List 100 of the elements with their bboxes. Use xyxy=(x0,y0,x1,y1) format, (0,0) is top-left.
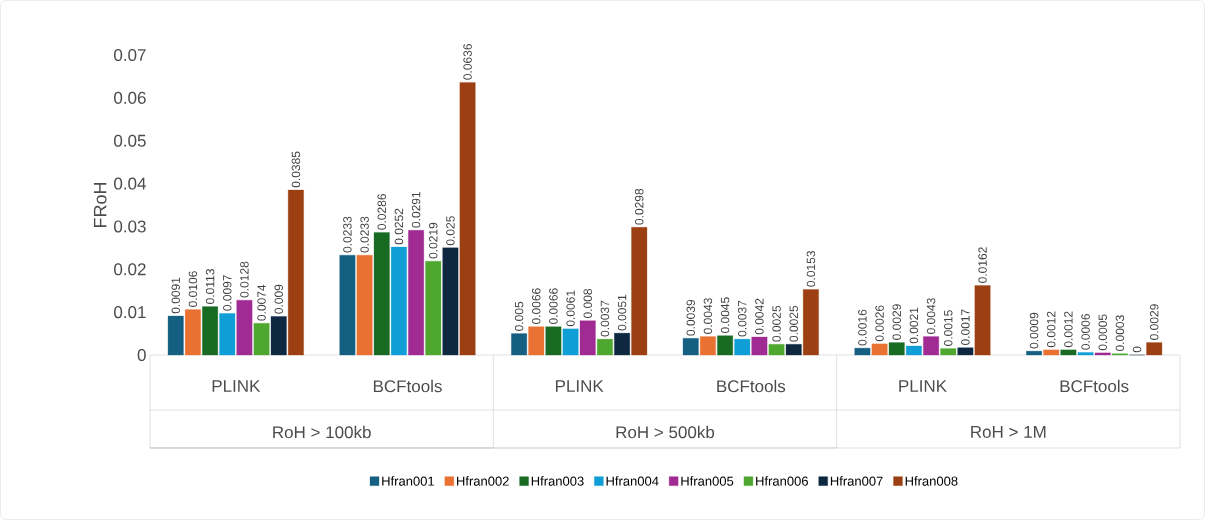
bar xyxy=(511,333,527,356)
bar xyxy=(253,323,270,356)
bar xyxy=(957,347,974,356)
bar xyxy=(579,320,596,356)
bar xyxy=(751,336,768,356)
legend-label: Hfran008 xyxy=(905,476,958,486)
data-label: 0.0029 xyxy=(1149,304,1159,340)
bar xyxy=(373,232,390,356)
data-label: 0.0029 xyxy=(892,304,901,340)
bar xyxy=(1060,349,1077,356)
data-label: 0.0043 xyxy=(926,298,936,334)
bar xyxy=(442,247,459,356)
bar xyxy=(1077,352,1094,356)
y-tick-label: 0.02 xyxy=(114,263,146,276)
text: RoH > 100kb xyxy=(273,425,371,439)
data-label: 0.0037 xyxy=(737,300,747,337)
bar xyxy=(185,309,201,356)
bar xyxy=(270,316,287,356)
bar xyxy=(1026,350,1042,356)
data-label: 0.0037 xyxy=(600,300,610,337)
bar xyxy=(974,285,991,356)
x-tick-label: BCFtools xyxy=(1060,379,1129,393)
legend-label: Hfran006 xyxy=(756,476,808,486)
data-label: 0.0016 xyxy=(858,309,867,346)
legend-label: Hfran001 xyxy=(382,476,435,486)
text: RoH > 1M xyxy=(971,426,1046,438)
legend-label: Hfran002 xyxy=(457,476,509,486)
bar xyxy=(391,246,407,356)
data-label: 0.0066 xyxy=(532,288,541,325)
bar xyxy=(528,326,545,356)
data-label: 0.0051 xyxy=(617,294,627,331)
data-label: 0.0091 xyxy=(171,277,180,314)
data-label: 0.0025 xyxy=(789,305,798,342)
data-label: 0.0039 xyxy=(686,299,695,336)
legend-label: Hfran003 xyxy=(531,476,584,486)
data-label: 0.0385 xyxy=(291,151,301,188)
data-label: 0.0074 xyxy=(257,284,266,321)
y-axis-title: FRoH xyxy=(93,182,107,228)
data-label: 0.008 xyxy=(583,289,592,319)
data-label: 0.0233 xyxy=(343,216,352,253)
bar xyxy=(562,328,579,356)
data-label: 0.0043 xyxy=(703,298,713,334)
bar xyxy=(906,345,922,356)
data-label: 0.0061 xyxy=(566,290,575,327)
data-label: 0.0252 xyxy=(394,208,404,245)
data-label: 0.0003 xyxy=(1115,315,1125,352)
legend-label: Hfran007 xyxy=(830,476,883,486)
bar xyxy=(923,336,939,356)
x-tick-label: BCFtools xyxy=(373,379,442,393)
y-tick-label: 0.05 xyxy=(114,134,146,147)
bar xyxy=(459,82,476,356)
bar xyxy=(631,227,648,356)
bar xyxy=(682,338,699,356)
bar xyxy=(734,338,751,356)
bar xyxy=(700,336,716,356)
data-label: 0.0005 xyxy=(1098,314,1107,351)
bar xyxy=(1094,352,1111,356)
bar xyxy=(356,255,373,356)
bar xyxy=(940,348,957,356)
bar xyxy=(1043,349,1060,356)
bar xyxy=(202,306,218,356)
data-label: 0.0153 xyxy=(806,251,816,287)
y-tick-label: 0 xyxy=(137,348,146,362)
bar xyxy=(425,261,442,356)
data-label: 0.0025 xyxy=(772,305,781,342)
x-tick-label: PLINK xyxy=(212,380,261,392)
y-tick-label: 0.03 xyxy=(114,220,146,233)
bar xyxy=(339,255,356,356)
data-label: 0.0291 xyxy=(411,191,421,228)
data-label: 0.025 xyxy=(446,216,455,246)
x-tick-label: PLINK xyxy=(899,380,947,392)
data-label: 0.0219 xyxy=(429,222,438,259)
data-label: 0.0012 xyxy=(1064,311,1073,348)
text: RoH > 500kb xyxy=(616,425,715,439)
bar xyxy=(717,335,733,356)
bar xyxy=(597,338,613,356)
x-tick-label: BCFtools xyxy=(717,379,786,393)
y-tick-label: 0.06 xyxy=(114,91,146,104)
data-label: 0.005 xyxy=(514,301,524,331)
bar xyxy=(803,289,819,356)
legend-label: Hfran005 xyxy=(681,476,734,486)
data-label: 0.0106 xyxy=(188,271,198,307)
data-label: 0 xyxy=(1132,346,1142,353)
data-label: 0.0128 xyxy=(240,261,249,298)
data-label: 0.0009 xyxy=(1029,312,1039,349)
bar xyxy=(614,333,630,356)
data-label: 0.0233 xyxy=(360,216,369,253)
bar xyxy=(288,189,304,356)
y-tick-label: 0.04 xyxy=(114,177,146,190)
y-tick-label: 0.01 xyxy=(114,306,146,319)
data-label: 0.0026 xyxy=(875,305,884,342)
data-label: 0.0006 xyxy=(1081,314,1090,350)
data-label: 0.0113 xyxy=(205,269,215,304)
bar xyxy=(545,326,562,356)
bar xyxy=(871,343,888,356)
data-label: 0.0286 xyxy=(377,194,386,230)
data-label: 0.0636 xyxy=(463,44,472,80)
bar xyxy=(768,344,785,356)
bar xyxy=(167,315,184,356)
data-label: 0.0021 xyxy=(909,307,919,344)
